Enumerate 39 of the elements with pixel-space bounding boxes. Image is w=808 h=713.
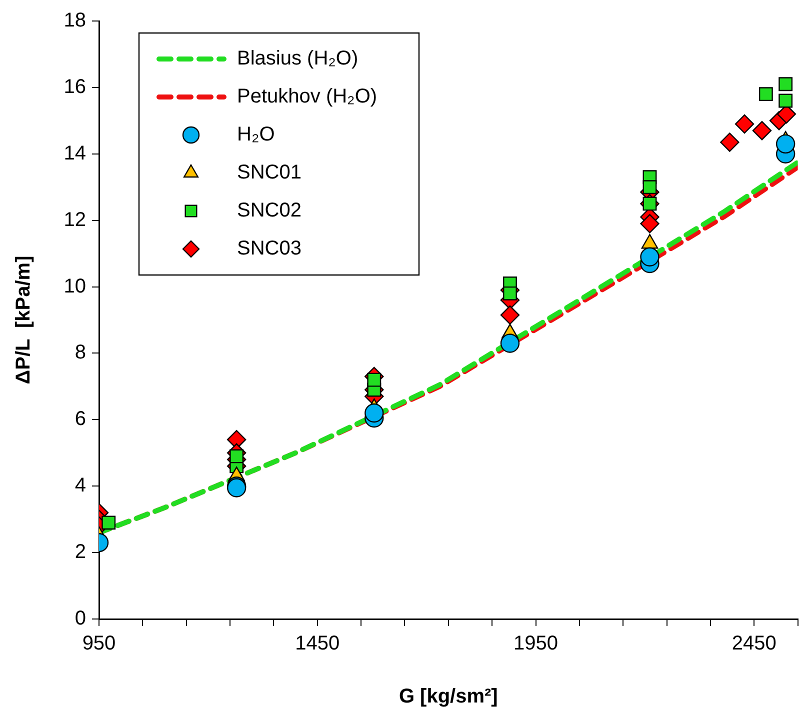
point: [642, 180, 657, 194]
legend-label: SNC01: [237, 162, 302, 184]
y-tick-label: 12: [64, 208, 86, 231]
x-tick-label: 2450: [732, 632, 776, 655]
point: [734, 114, 754, 134]
point: [776, 134, 796, 154]
point: [640, 247, 660, 266]
legend-label: Blasius (H₂O): [237, 48, 358, 70]
x-tick-label: 950: [82, 632, 116, 655]
point: [364, 403, 384, 423]
point: [503, 286, 517, 300]
y-tick-label: 4: [74, 474, 86, 497]
x-tick-label: 1450: [295, 632, 340, 655]
y-tick-label: 6: [74, 408, 86, 430]
y-tick-label: 0: [74, 608, 86, 630]
x-tick-label: 1950: [514, 632, 558, 655]
y-tick-label: 14: [64, 142, 86, 164]
y-tick-label: 10: [64, 275, 86, 298]
legend-label: SNC02: [237, 200, 302, 222]
point: [102, 516, 116, 530]
legend-label: Petukhov (H₂O): [237, 86, 378, 108]
point: [778, 77, 793, 92]
y-tick-label: 2: [74, 541, 86, 564]
point: [367, 372, 382, 387]
point: [778, 94, 793, 108]
legend-label: H₂O: [237, 124, 275, 146]
point: [500, 305, 520, 325]
y-tick-label: 8: [74, 342, 86, 364]
y-axis-title: ΔP/L [kPa/m]: [12, 256, 35, 384]
point: [500, 334, 520, 353]
y-tick-label: 16: [64, 76, 86, 98]
legend-label: SNC03: [237, 238, 302, 260]
point: [758, 87, 773, 102]
x-axis-title: G [kg/sm²]: [398, 686, 498, 708]
point: [640, 214, 660, 234]
point: [230, 449, 244, 464]
point: [752, 121, 772, 140]
y-tick-label: 18: [64, 10, 86, 32]
point: [720, 132, 740, 152]
